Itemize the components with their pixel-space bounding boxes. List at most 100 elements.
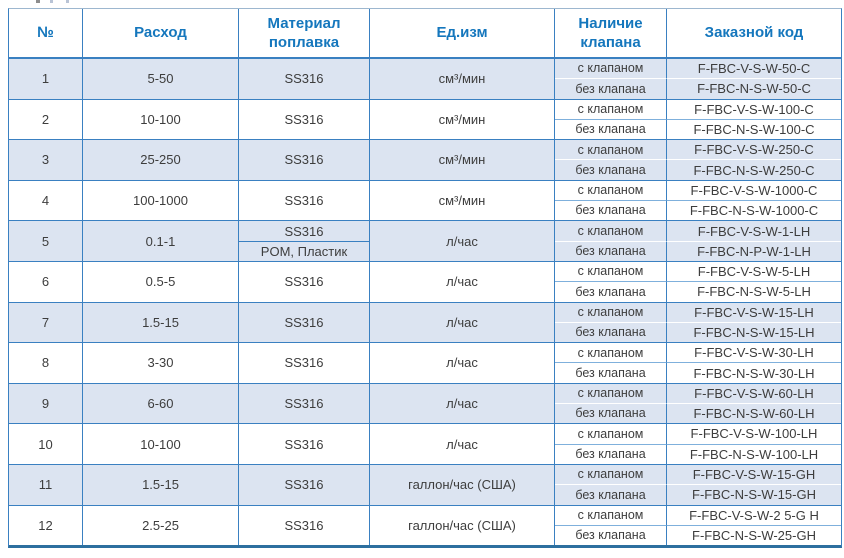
cell-valve-option: без клапана [555, 525, 667, 546]
cell-number: 12 [9, 505, 83, 546]
table-body: 1 5-50 SS316 см³/мин с клапаном F-FBC-V-S-W-5… [9, 59, 841, 546]
table-row: без клапана F-FBC-N-S-W-100-LH [9, 444, 841, 465]
table-row: 6 0.5-5 SS316 л/час с клапаном F-FBC-V-S-W-5-… [9, 261, 841, 303]
table-row: без клапана F-FBC-N-S-W-15-GH [9, 485, 841, 506]
cell-unit: галлон/час (США) [370, 505, 555, 546]
cell-valve-option: без клапана [555, 119, 667, 141]
cell-order-code: F-FBC-V-S-W-100-LH [667, 424, 841, 445]
cell-flow-range: 25-250 [83, 140, 239, 181]
cell-number: 1 [9, 59, 83, 100]
cell-unit: см³/мин [370, 180, 555, 222]
cell-valve-option: без клапана [555, 79, 667, 100]
cell-float-material: SS316 [239, 424, 370, 465]
cell-order-code: F-FBC-V-S-W-250-C [667, 140, 841, 161]
cell-float-material: POM, Пластик [239, 241, 370, 262]
cell-number: 5 [9, 221, 83, 262]
table-row: 9 6-60 SS316 л/час с клапаном F-FBC-V-S-W-60-… [9, 383, 841, 425]
cell-float-material: SS316 [239, 343, 370, 384]
column-header-order-code: Заказной код [667, 9, 841, 59]
rotameter-spec-table: № Расход Материал поплавка Ед.изм Наличи… [9, 9, 841, 546]
cell-number: 11 [9, 464, 83, 506]
cell-order-code: F-FBC-V-S-W-30-LH [667, 343, 841, 364]
cell-flow-range: 10-100 [83, 424, 239, 465]
cell-number: 4 [9, 180, 83, 222]
cell-valve-option: с клапаном [555, 383, 667, 405]
cell-valve-option: без клапана [555, 485, 667, 506]
cell-number: 7 [9, 302, 83, 344]
cell-order-code: F-FBC-V-S-W-100-C [667, 99, 841, 120]
cell-float-material: SS316 [239, 180, 370, 222]
cell-order-code: F-FBC-N-S-W-15-LH [667, 322, 841, 344]
cell-float-material: SS316 [239, 464, 370, 506]
cell-valve-option: без клапана [555, 322, 667, 344]
cell-order-code: F-FBC-V-S-W-15-LH [667, 302, 841, 323]
cell-number: 10 [9, 424, 83, 465]
table-row: без клапана F-FBC-N-S-W-30-LH [9, 363, 841, 384]
table-row: 10 10-100 SS316 л/час с клапаном F-FBC-V-S-W-… [9, 424, 841, 465]
cell-order-code: F-FBC-N-P-W-1-LH [667, 241, 841, 262]
cell-flow-range: 100-1000 [83, 180, 239, 222]
cell-order-code: F-FBC-V-S-W-2 5-G H [667, 505, 841, 526]
cell-flow-range: 2.5-25 [83, 505, 239, 546]
cell-unit: л/час [370, 424, 555, 465]
cell-order-code: F-FBC-V-S-W-1000-C [667, 180, 841, 202]
cell-unit: л/час [370, 383, 555, 425]
cell-valve-option: без клапана [555, 363, 667, 384]
column-header-number: № [9, 9, 83, 59]
table-row: без клапана F-FBC-N-S-W-50-C [9, 79, 841, 100]
column-header-valve-presence: Наличие клапана [555, 9, 667, 59]
table-row: 2 10-100 SS316 см³/мин с клапаном F-FBC-V-S-W… [9, 99, 841, 141]
cell-order-code: F-FBC-N-S-W-15-GH [667, 485, 841, 506]
cell-order-code: F-FBC-V-S-W-1-LH [667, 221, 841, 242]
cell-valve-option: с клапаном [555, 99, 667, 120]
table-row: без клапана F-FBC-N-S-W-250-C [9, 160, 841, 181]
cell-valve-option: с клапаном [555, 343, 667, 364]
table-row: без клапана F-FBC-N-S-W-5-LH [9, 282, 841, 303]
cell-float-material: SS316 [239, 261, 370, 303]
cell-unit: галлон/час (США) [370, 464, 555, 506]
cell-valve-option: без клапана [555, 201, 667, 222]
rotameter-spec-table-wrapper: № Расход Материал поплавка Ед.изм Наличи… [8, 8, 842, 549]
cell-order-code: F-FBC-V-S-W-15-GH [667, 464, 841, 486]
cell-number: 9 [9, 383, 83, 425]
cropped-text-remnant [36, 0, 106, 3]
cell-float-material: SS316 [239, 221, 370, 242]
table-row: 11 1.5-15 SS316 галлон/час (США) с клапаном F… [9, 464, 841, 506]
cell-order-code: F-FBC-N-S-W-100-LH [667, 444, 841, 465]
cell-flow-range: 10-100 [83, 99, 239, 141]
cell-float-material: SS316 [239, 59, 370, 100]
cell-valve-option: с клапаном [555, 302, 667, 323]
table-row: 3 25-250 SS316 см³/мин с клапаном F-FBC-V-S-W… [9, 140, 841, 181]
cell-valve-option: с клапаном [555, 464, 667, 486]
cell-number: 6 [9, 261, 83, 303]
cell-unit: л/час [370, 261, 555, 303]
cell-flow-range: 1.5-15 [83, 464, 239, 506]
cell-unit: см³/мин [370, 59, 555, 100]
header-row: № Расход Материал поплавка Ед.изм Наличи… [9, 9, 841, 59]
cell-valve-option: без клапана [555, 444, 667, 465]
cell-float-material: SS316 [239, 505, 370, 546]
cell-order-code: F-FBC-V-S-W-5-LH [667, 261, 841, 283]
table-row: без клапана F-FBC-N-S-W-1000-C [9, 201, 841, 222]
cell-valve-option: с клапаном [555, 221, 667, 242]
column-header-unit: Ед.изм [370, 9, 555, 59]
cell-flow-range: 6-60 [83, 383, 239, 425]
cell-valve-option: с клапаном [555, 59, 667, 80]
cell-valve-option: с клапаном [555, 505, 667, 526]
column-header-float-material: Материал поплавка [239, 9, 370, 59]
cell-float-material: SS316 [239, 302, 370, 344]
cell-valve-option: без клапана [555, 282, 667, 303]
cell-order-code: F-FBC-N-S-W-1000-C [667, 201, 841, 222]
cell-flow-range: 0.1-1 [83, 221, 239, 262]
cell-order-code: F-FBC-N-S-W-50-C [667, 79, 841, 100]
table-row: без клапана F-FBC-N-S-W-25-GH [9, 525, 841, 546]
cell-valve-option: без клапана [555, 404, 667, 425]
cell-float-material: SS316 [239, 99, 370, 141]
cell-order-code: F-FBC-N-S-W-30-LH [667, 363, 841, 384]
cell-valve-option: с клапаном [555, 140, 667, 161]
cell-unit: л/час [370, 302, 555, 344]
table-row: 1 5-50 SS316 см³/мин с клапаном F-FBC-V-S-W-5… [9, 59, 841, 100]
column-header-flow: Расход [83, 9, 239, 59]
cell-order-code: F-FBC-N-S-W-25-GH [667, 525, 841, 546]
